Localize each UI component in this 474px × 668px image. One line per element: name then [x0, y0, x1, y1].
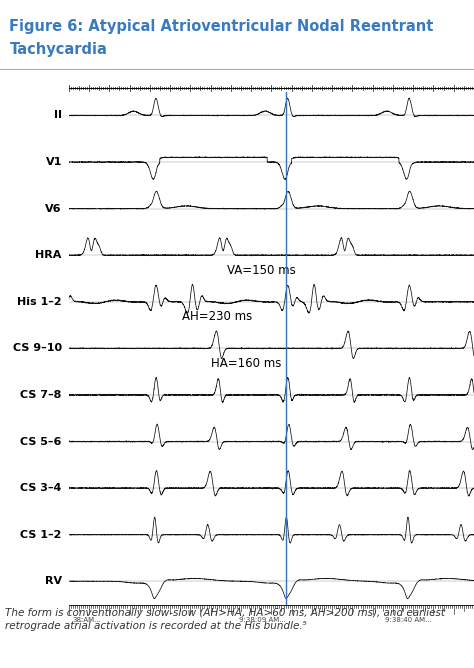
Text: His 1–2: His 1–2	[17, 297, 62, 307]
Text: CS 5–6: CS 5–6	[20, 436, 62, 446]
Text: Tachycardia: Tachycardia	[9, 42, 107, 57]
Text: The form is conventionally slow-slow (AH>HA, HA>60 ms, AH>200 ms), and earliest
: The form is conventionally slow-slow (AH…	[5, 608, 445, 631]
Text: V6: V6	[46, 204, 62, 214]
Text: HA=160 ms: HA=160 ms	[210, 357, 281, 370]
Text: CS 9–10: CS 9–10	[13, 343, 62, 353]
Text: AH=230 ms: AH=230 ms	[182, 310, 253, 323]
Text: VA=150 ms: VA=150 ms	[227, 264, 296, 277]
Text: CS 1–2: CS 1–2	[20, 530, 62, 540]
Text: II: II	[54, 110, 62, 120]
Text: CS 7–8: CS 7–8	[20, 390, 62, 400]
Text: Figure 6: Atypical Atrioventricular Nodal Reentrant: Figure 6: Atypical Atrioventricular Noda…	[9, 19, 434, 34]
Text: RV: RV	[45, 576, 62, 587]
Text: V1: V1	[46, 157, 62, 167]
Text: 9:38:40 AM...: 9:38:40 AM...	[385, 617, 432, 623]
Text: HRA: HRA	[36, 250, 62, 261]
Text: 9:38:09 AM...: 9:38:09 AM...	[239, 617, 286, 623]
Text: 38:AM...: 38:AM...	[73, 617, 101, 623]
Text: CS 3–4: CS 3–4	[20, 483, 62, 493]
